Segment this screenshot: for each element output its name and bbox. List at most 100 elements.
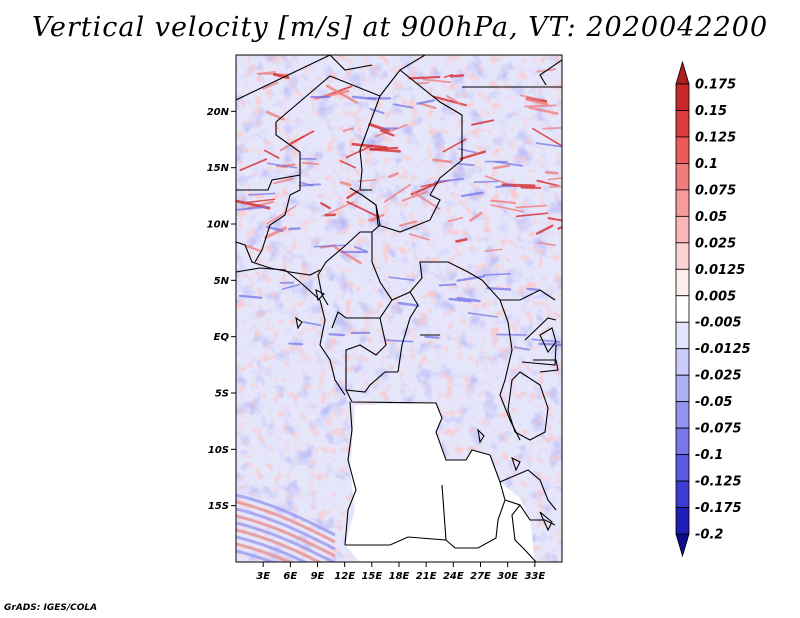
red-streak — [351, 142, 388, 149]
lake-outline — [295, 316, 303, 330]
blue-streak — [448, 297, 472, 303]
red-streak — [246, 198, 276, 204]
lon-tick-label: 6E — [283, 571, 297, 582]
velocity-field — [236, 55, 562, 562]
red-streak — [345, 144, 373, 159]
red-streak — [339, 160, 357, 169]
blue-streak — [288, 342, 304, 346]
red-streak — [538, 241, 556, 247]
blue-streak — [482, 273, 511, 276]
border-line — [445, 499, 506, 549]
red-streak — [547, 177, 562, 181]
red-streak — [471, 119, 495, 126]
red-streak — [415, 81, 430, 85]
colorbar-label: -0.0125 — [695, 342, 751, 357]
lake-outline — [507, 371, 549, 441]
blue-streak — [248, 192, 276, 196]
red-streak — [528, 106, 559, 115]
colorbar-swatch — [675, 374, 690, 403]
red-streak — [325, 84, 359, 104]
border-line — [331, 299, 393, 329]
red-streak — [519, 94, 541, 101]
border-line — [329, 55, 373, 71]
country-borders — [236, 55, 562, 562]
blue-streak — [494, 161, 524, 167]
red-streak — [244, 244, 261, 252]
coastal-swirl-band — [236, 521, 336, 562]
blue-streak — [467, 312, 498, 318]
red-streak — [272, 177, 294, 185]
colorbar-label: -0.075 — [695, 422, 742, 437]
lat-tick-label: 20N — [207, 107, 230, 118]
blue-streak — [457, 147, 477, 154]
coastal-swirl-band — [236, 514, 336, 558]
red-streak — [489, 199, 517, 205]
colorbar-swatch — [675, 348, 690, 376]
red-streak — [324, 213, 336, 217]
coastal-swirls — [236, 493, 336, 562]
lake-outline — [315, 289, 325, 302]
lat-tick-label: 5N — [214, 276, 230, 287]
blue-streak — [460, 191, 484, 198]
coastal-swirl-band — [236, 500, 336, 544]
lon-tick-label: 27E — [470, 571, 491, 582]
red-streak — [290, 130, 315, 145]
red-streak — [536, 179, 560, 187]
border-line — [371, 232, 556, 301]
credit-label: GrADS: IGES/COLA — [4, 603, 98, 613]
red-streak — [387, 172, 399, 179]
colorbar-swatch — [675, 295, 690, 323]
blue-streak — [456, 296, 481, 303]
lat-tick-label: 15S — [208, 501, 229, 512]
red-streak — [525, 97, 549, 106]
colorbar-swatch — [675, 268, 690, 297]
page-title: Vertical velocity [m/s] at 900hPa, VT: 2… — [31, 12, 769, 43]
lon-tick-label: 12E — [334, 571, 355, 582]
colorbar-label: 0.05 — [695, 210, 727, 225]
longitude-axis: 3E 6E 9E 12E 15E 18E 21E 24E 27E 30E 33E — [256, 562, 545, 582]
red-streak — [408, 233, 430, 241]
coastal-swirl-band — [236, 535, 309, 562]
border-line — [344, 401, 357, 546]
blue-streak — [456, 275, 486, 282]
blue-streak — [236, 205, 269, 211]
border-line — [317, 187, 381, 306]
border-line — [499, 469, 557, 511]
blue-streak — [384, 339, 414, 343]
red-streak — [369, 147, 402, 153]
border-line — [236, 55, 331, 101]
latitude-axis: 20N 15N 10N 5N EQ 5S 10S 15S — [207, 107, 236, 512]
colorbar-label: 0.005 — [695, 289, 736, 304]
red-streak — [422, 78, 452, 84]
lat-tick-label: 15N — [207, 163, 230, 174]
blue-streak — [486, 286, 512, 291]
red-streak — [264, 149, 280, 159]
red-streak — [339, 180, 352, 187]
border-line — [375, 194, 441, 233]
border-line — [539, 59, 562, 86]
red-streak — [443, 73, 454, 78]
red-streak — [320, 202, 331, 210]
blue-streak — [473, 180, 499, 183]
lat-tick-label: 10N — [207, 220, 230, 231]
border-line — [275, 75, 381, 191]
coastal-swirl-band — [236, 507, 336, 551]
blue-streak — [281, 283, 301, 290]
red-streak — [272, 72, 290, 80]
colorbar-label: -0.1 — [695, 448, 723, 463]
colorbar-labels: 0.175 0.15 0.125 0.1 0.075 0.05 0.025 0.0125 0.0… — [695, 78, 751, 543]
colorbar-label: -0.005 — [695, 316, 742, 331]
blue-streak — [328, 333, 346, 337]
red-streak — [515, 212, 549, 218]
lon-tick-label: 18E — [389, 571, 410, 582]
red-streak — [547, 217, 562, 222]
red-streak — [449, 74, 465, 78]
blue-streak — [392, 103, 414, 109]
lon-tick-label: 15E — [361, 571, 382, 582]
lat-tick-label: 5S — [215, 389, 229, 400]
colorbar — [675, 60, 690, 558]
coastal-swirl-band — [236, 549, 277, 562]
border-line — [533, 359, 559, 373]
red-streak — [557, 225, 562, 230]
lon-tick-label: 21E — [416, 571, 437, 582]
